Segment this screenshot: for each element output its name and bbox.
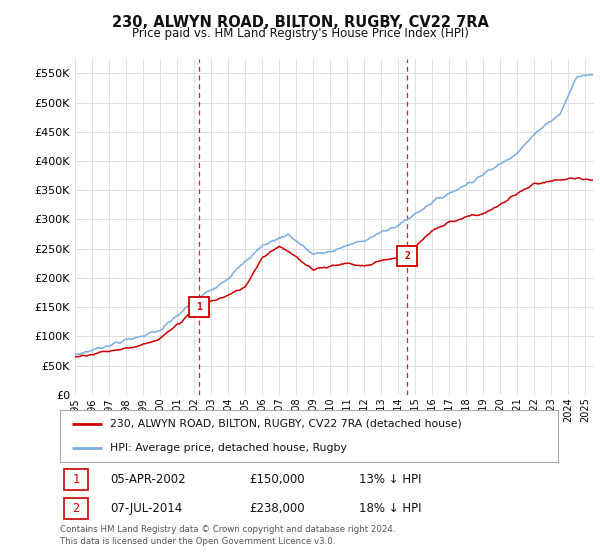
Text: HPI: Average price, detached house, Rugby: HPI: Average price, detached house, Rugb… [110, 443, 347, 453]
Text: 2: 2 [73, 502, 79, 515]
Text: Price paid vs. HM Land Registry's House Price Index (HPI): Price paid vs. HM Land Registry's House … [131, 27, 469, 40]
Text: 18% ↓ HPI: 18% ↓ HPI [359, 502, 421, 515]
Text: £150,000: £150,000 [249, 473, 305, 486]
Text: 2: 2 [404, 251, 410, 261]
Text: 1: 1 [196, 302, 202, 312]
Text: 05-APR-2002: 05-APR-2002 [110, 473, 185, 486]
FancyBboxPatch shape [64, 469, 88, 490]
Text: £238,000: £238,000 [249, 502, 305, 515]
Text: 13% ↓ HPI: 13% ↓ HPI [359, 473, 421, 486]
Text: 1: 1 [73, 473, 79, 486]
Text: 230, ALWYN ROAD, BILTON, RUGBY, CV22 7RA (detached house): 230, ALWYN ROAD, BILTON, RUGBY, CV22 7RA… [110, 419, 461, 429]
FancyBboxPatch shape [64, 498, 88, 519]
Text: 230, ALWYN ROAD, BILTON, RUGBY, CV22 7RA: 230, ALWYN ROAD, BILTON, RUGBY, CV22 7RA [112, 15, 488, 30]
Text: 07-JUL-2014: 07-JUL-2014 [110, 502, 182, 515]
Text: Contains HM Land Registry data © Crown copyright and database right 2024.
This d: Contains HM Land Registry data © Crown c… [60, 525, 395, 545]
